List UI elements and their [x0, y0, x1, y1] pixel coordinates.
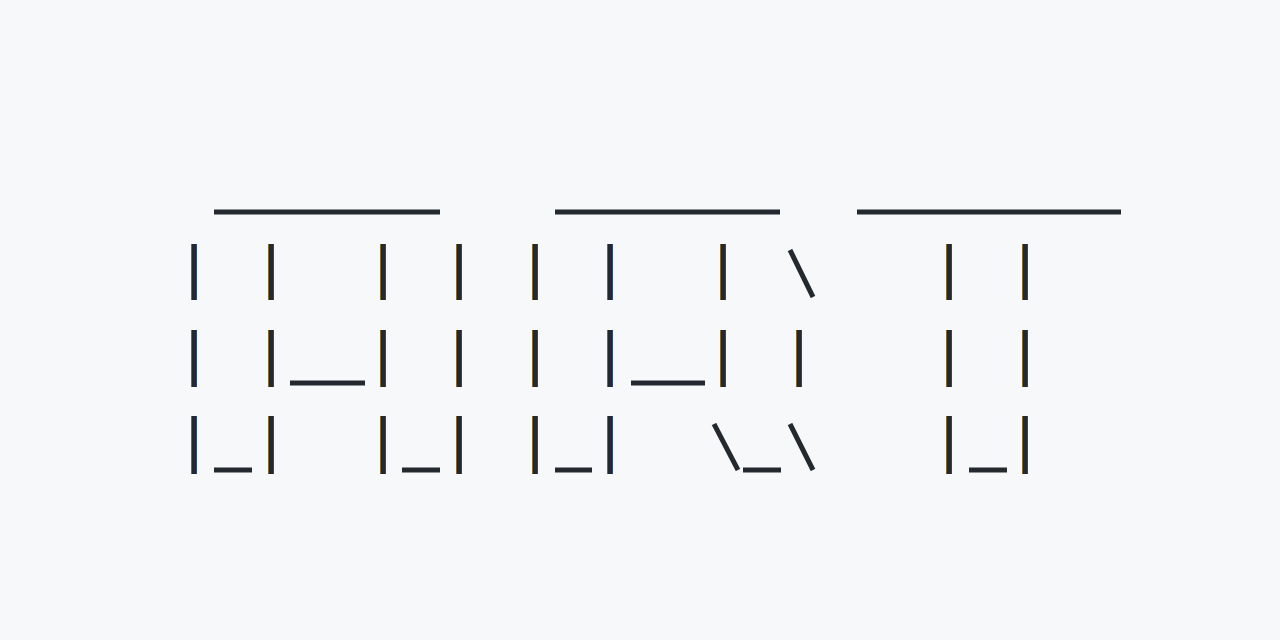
ascii-art-strokes [191, 209, 1121, 474]
backslash-1 [787, 248, 816, 299]
backslash-3 [787, 422, 816, 472]
backslash-2 [711, 422, 741, 472]
